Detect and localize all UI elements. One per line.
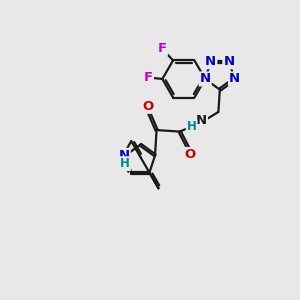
Text: N: N: [196, 114, 207, 128]
Text: O: O: [142, 100, 153, 113]
Text: H: H: [187, 120, 196, 133]
Text: N: N: [205, 55, 216, 68]
Text: N: N: [200, 73, 211, 85]
Text: N: N: [118, 149, 130, 162]
Text: F: F: [144, 71, 153, 84]
Text: H: H: [120, 157, 130, 170]
Text: F: F: [158, 42, 167, 55]
Text: N: N: [229, 73, 240, 85]
Text: N: N: [224, 55, 235, 68]
Text: O: O: [184, 148, 196, 161]
